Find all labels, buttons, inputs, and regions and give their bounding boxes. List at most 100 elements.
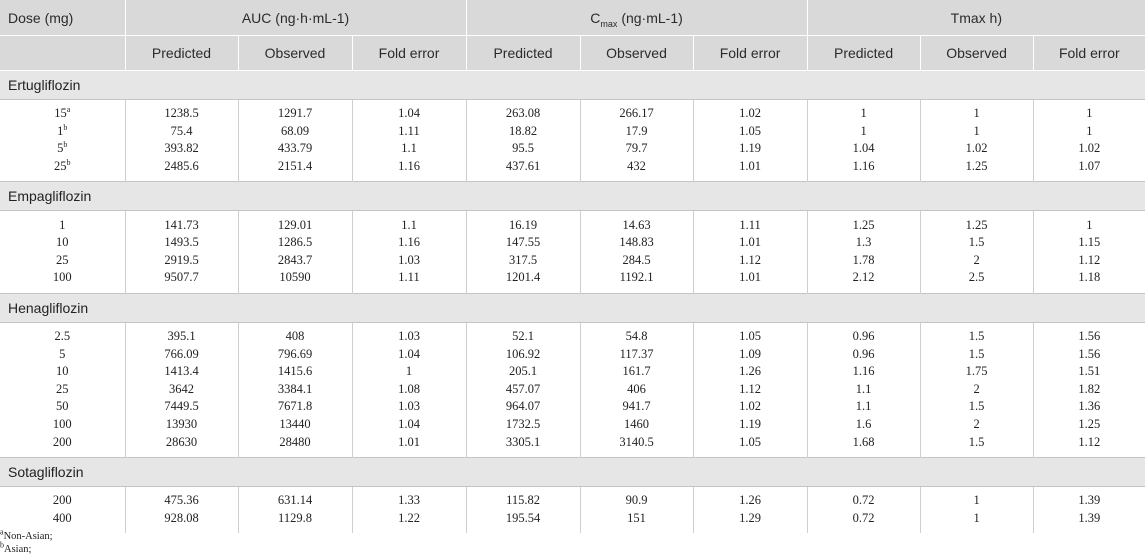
value-cell: 117.37	[580, 345, 694, 363]
value-cell: 1.03	[352, 322, 467, 346]
value-cell: 406	[580, 380, 694, 399]
value-cell: 0.96	[807, 345, 921, 363]
footnote-mark: b	[0, 540, 4, 550]
subheader-cell: Fold error	[352, 35, 467, 71]
value-cell: 1.25	[920, 157, 1034, 182]
value-cell: 9507.7	[125, 269, 239, 294]
footnote-mark: b	[66, 157, 71, 167]
value-cell: 7671.8	[238, 398, 353, 416]
value-cell: 408	[238, 322, 353, 346]
value-cell: 2	[920, 251, 1034, 270]
value-cell: 928.08	[125, 509, 239, 534]
value-cell: 1.18	[1078, 270, 1101, 285]
value-cell: 1.5	[920, 433, 1034, 458]
value-cell: 1.12	[693, 380, 808, 399]
value-cell: 1.02	[1078, 141, 1101, 156]
dose-value: 100	[52, 270, 72, 285]
value-cell: 1.02	[920, 140, 1034, 158]
footnote-mark: b	[63, 140, 68, 150]
value-cell: 457.07	[466, 380, 581, 399]
value-cell: 1.5	[920, 322, 1034, 346]
value-cell: 1	[920, 99, 1034, 123]
value-cell: 1.01	[693, 233, 808, 252]
value-cell: 1	[807, 99, 921, 123]
value-cell: 161.7	[580, 362, 694, 381]
value-cell: 141.73	[125, 210, 239, 234]
value-cell: 284.5	[580, 251, 694, 270]
dose-cell: 25	[0, 251, 126, 270]
value-cell: 1.16	[352, 233, 467, 252]
value-cell: 68.09	[238, 122, 353, 141]
dose-cell: 100	[0, 415, 126, 434]
footnote-mark: a	[0, 527, 4, 537]
value-cell: 964.07	[466, 398, 581, 416]
value-cell: 3140.5	[580, 433, 694, 458]
value-cell: 2.12	[807, 269, 921, 294]
value-cell: 1732.5	[466, 415, 581, 434]
header-cmax: Cmax (ng·mL-1)	[466, 0, 808, 36]
dose-value: 2.5	[54, 329, 71, 344]
value-cell: 395.1	[125, 322, 239, 346]
table-row: 200 475.36 631.14 1.33 115.82 90.9 1.26 0.72 1 1.…	[0, 486, 1145, 510]
dose-value: 25	[54, 159, 67, 174]
value-cell: 1.39	[1078, 510, 1101, 525]
value-cell: 3384.1	[238, 380, 353, 399]
value-cell: 17.9	[580, 122, 694, 141]
subheader-cell: Observed	[580, 35, 694, 71]
table-row: 25b 2485.6 2151.4 1.16 437.61 432 1.01 1.16 1.25…	[0, 157, 1145, 182]
value-cell: 1.05	[693, 322, 808, 346]
value-cell: 2151.4	[238, 157, 353, 182]
value-cell: 1.09	[693, 345, 808, 363]
value-cell: 1.04	[352, 415, 467, 434]
value-cell: 1.25	[920, 210, 1034, 234]
value-cell: 1.5	[920, 345, 1034, 363]
value-cell: 1.16	[352, 157, 467, 182]
group-row: Henagliflozin	[0, 292, 1145, 323]
value-cell: 1.68	[807, 433, 921, 458]
value-cell: 1.56	[1078, 329, 1101, 344]
value-cell: 1192.1	[580, 269, 694, 294]
value-cell: 2	[920, 415, 1034, 434]
dose-value: 1	[59, 217, 66, 232]
subheader-cell: Observed	[238, 35, 353, 71]
header-cmax-c: C	[590, 9, 601, 26]
value-cell: 13930	[125, 415, 239, 434]
header-cmax-unit: (ng·mL-1)	[617, 9, 683, 26]
table-header: Dose (mg) AUC (ng·h·mL-1) Cmax (ng·mL-1)…	[0, 0, 1145, 71]
subheader-cell: Predicted	[807, 35, 921, 71]
value-cell: 18.82	[466, 122, 581, 141]
dose-cell: 100	[0, 269, 126, 294]
value-cell: 1.82	[1078, 381, 1101, 396]
header-cmax-sub: max	[600, 18, 618, 29]
value-cell: 1	[1086, 106, 1093, 121]
subheader-cell: Fold error	[693, 35, 808, 71]
value-cell: 1.19	[693, 140, 808, 158]
value-cell: 2485.6	[125, 157, 239, 182]
value-cell: 1.78	[807, 251, 921, 270]
dose-cell: 5	[0, 345, 126, 363]
value-cell: 941.7	[580, 398, 694, 416]
dose-value: 10	[56, 364, 69, 379]
value-cell: 148.83	[580, 233, 694, 252]
value-cell: 1.08	[352, 380, 467, 399]
table-row: 200 28630 28480 1.01 3305.1 3140.5 1.05 1.68 1.5…	[0, 433, 1145, 458]
value-cell: 1.1	[807, 380, 921, 399]
dose-value: 25	[56, 381, 69, 396]
dose-value: 400	[52, 510, 72, 525]
table-row: 5 766.09 796.69 1.04 106.92 117.37 1.09 0.96 1.5…	[0, 345, 1145, 363]
footnote-text: Asian;	[4, 544, 32, 555]
value-cell: 1460	[580, 415, 694, 434]
dose-value: 10	[56, 235, 69, 250]
value-cell: 766.09	[125, 345, 239, 363]
value-cell: 1.25	[807, 210, 921, 234]
value-cell: 631.14	[238, 486, 353, 510]
value-cell: 317.5	[466, 251, 581, 270]
value-cell: 205.1	[466, 362, 581, 381]
value-cell: 1.33	[352, 486, 467, 510]
value-cell: 90.9	[580, 486, 694, 510]
value-cell: 1	[1086, 217, 1093, 232]
value-cell: 1.19	[693, 415, 808, 434]
table-body: Ertugliflozin 15a 1238.5 1291.7 1.04 263.08 26…	[0, 70, 1145, 534]
value-cell: 1.11	[693, 210, 808, 234]
value-cell: 1.03	[352, 398, 467, 416]
